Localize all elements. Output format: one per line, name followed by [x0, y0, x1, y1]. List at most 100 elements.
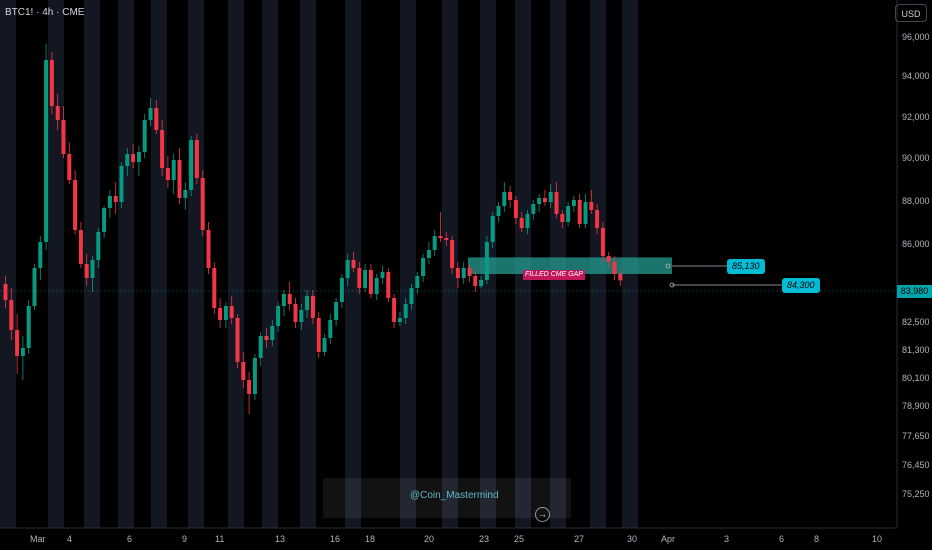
candle-body [32, 268, 37, 306]
candle-body [113, 196, 118, 202]
candle [380, 266, 385, 284]
candle [212, 262, 217, 314]
candles [3, 44, 623, 414]
candle [44, 44, 49, 250]
x-tick-label: 9 [182, 534, 187, 544]
candle [571, 196, 576, 212]
candle-body [206, 230, 211, 268]
candle [229, 296, 234, 324]
candle [589, 190, 594, 214]
candle [125, 148, 130, 176]
candle-body [606, 256, 611, 262]
candle-body [467, 268, 472, 276]
candle-body [61, 120, 66, 154]
candle-body [374, 278, 379, 294]
candle-body [473, 276, 478, 286]
candle [84, 254, 89, 286]
x-tick-label: 27 [574, 534, 584, 544]
candle-body [26, 306, 31, 348]
candle [270, 320, 275, 346]
candle-body [96, 232, 101, 260]
callout-lower-anchor [669, 282, 675, 288]
candle [38, 236, 43, 280]
candle-body [276, 306, 281, 326]
candle-body [194, 140, 199, 178]
candle-body [583, 202, 588, 224]
candle [328, 314, 333, 344]
candle [339, 274, 344, 308]
candle [554, 182, 559, 218]
candle [171, 154, 176, 194]
candle [508, 186, 513, 208]
candle-body [148, 108, 153, 120]
candle [276, 302, 281, 332]
candle-body [281, 294, 286, 306]
candle [566, 202, 571, 226]
currency-button[interactable]: USD [895, 4, 927, 22]
candle [525, 210, 530, 234]
session-band-1 [48, 0, 64, 528]
candle-body [73, 180, 78, 230]
candle-body [293, 304, 298, 322]
candle [200, 170, 205, 236]
candle-body [380, 272, 385, 278]
candle [96, 228, 101, 268]
candle [490, 212, 495, 248]
candle-body [328, 320, 333, 338]
candle-body [154, 108, 159, 130]
x-tick-label: 4 [67, 534, 72, 544]
candle [206, 222, 211, 274]
candle-body [496, 206, 501, 216]
callout-upper-anchor [665, 263, 671, 269]
candle-body [589, 202, 594, 210]
candle-body [531, 204, 536, 214]
candle [299, 304, 304, 330]
candle [577, 194, 582, 228]
candle [606, 252, 611, 268]
x-tick-label: 13 [275, 534, 285, 544]
candle [73, 170, 78, 234]
candle-body [165, 168, 170, 180]
candle-body [125, 154, 130, 166]
candle-body [223, 306, 228, 320]
candle [537, 194, 542, 212]
candle-body [409, 288, 414, 304]
candle [218, 298, 223, 328]
symbol-legend[interactable]: BTC1! · 4h · CME [5, 7, 85, 18]
candle-body [444, 238, 449, 240]
session-band-6 [228, 0, 244, 528]
candle [426, 242, 431, 264]
y-tick-label: 88,000 [902, 196, 930, 206]
x-tick-label: 20 [424, 534, 434, 544]
candle-body [450, 240, 455, 268]
candle [618, 270, 623, 286]
x-tick-label: 30 [627, 534, 637, 544]
candle [32, 264, 37, 310]
replay-icon[interactable]: → [535, 507, 550, 522]
candle-body [212, 268, 217, 308]
candle-body [229, 306, 234, 318]
x-tick-label: 11 [215, 534, 224, 544]
y-tick-label: 76,450 [902, 460, 930, 470]
candle-body [136, 152, 141, 162]
candle [293, 298, 298, 328]
candle-body [490, 216, 495, 242]
candle-body [595, 210, 600, 228]
candle [287, 282, 292, 310]
candle-body [421, 258, 426, 276]
candle [183, 182, 188, 210]
candle [345, 254, 350, 286]
candle [316, 312, 321, 358]
candle [258, 332, 263, 366]
candle [455, 262, 460, 288]
session-band-5 [188, 0, 204, 528]
candle [548, 184, 553, 208]
candle-body [200, 178, 205, 230]
x-tick-label: 8 [814, 534, 819, 544]
last-price-label: 83,980 [897, 285, 932, 298]
candle [386, 268, 391, 302]
y-tick-label: 75,250 [902, 489, 930, 499]
gap-label: FILLED CME GAP [523, 270, 585, 280]
callout-upper: 85,130 [727, 259, 765, 274]
